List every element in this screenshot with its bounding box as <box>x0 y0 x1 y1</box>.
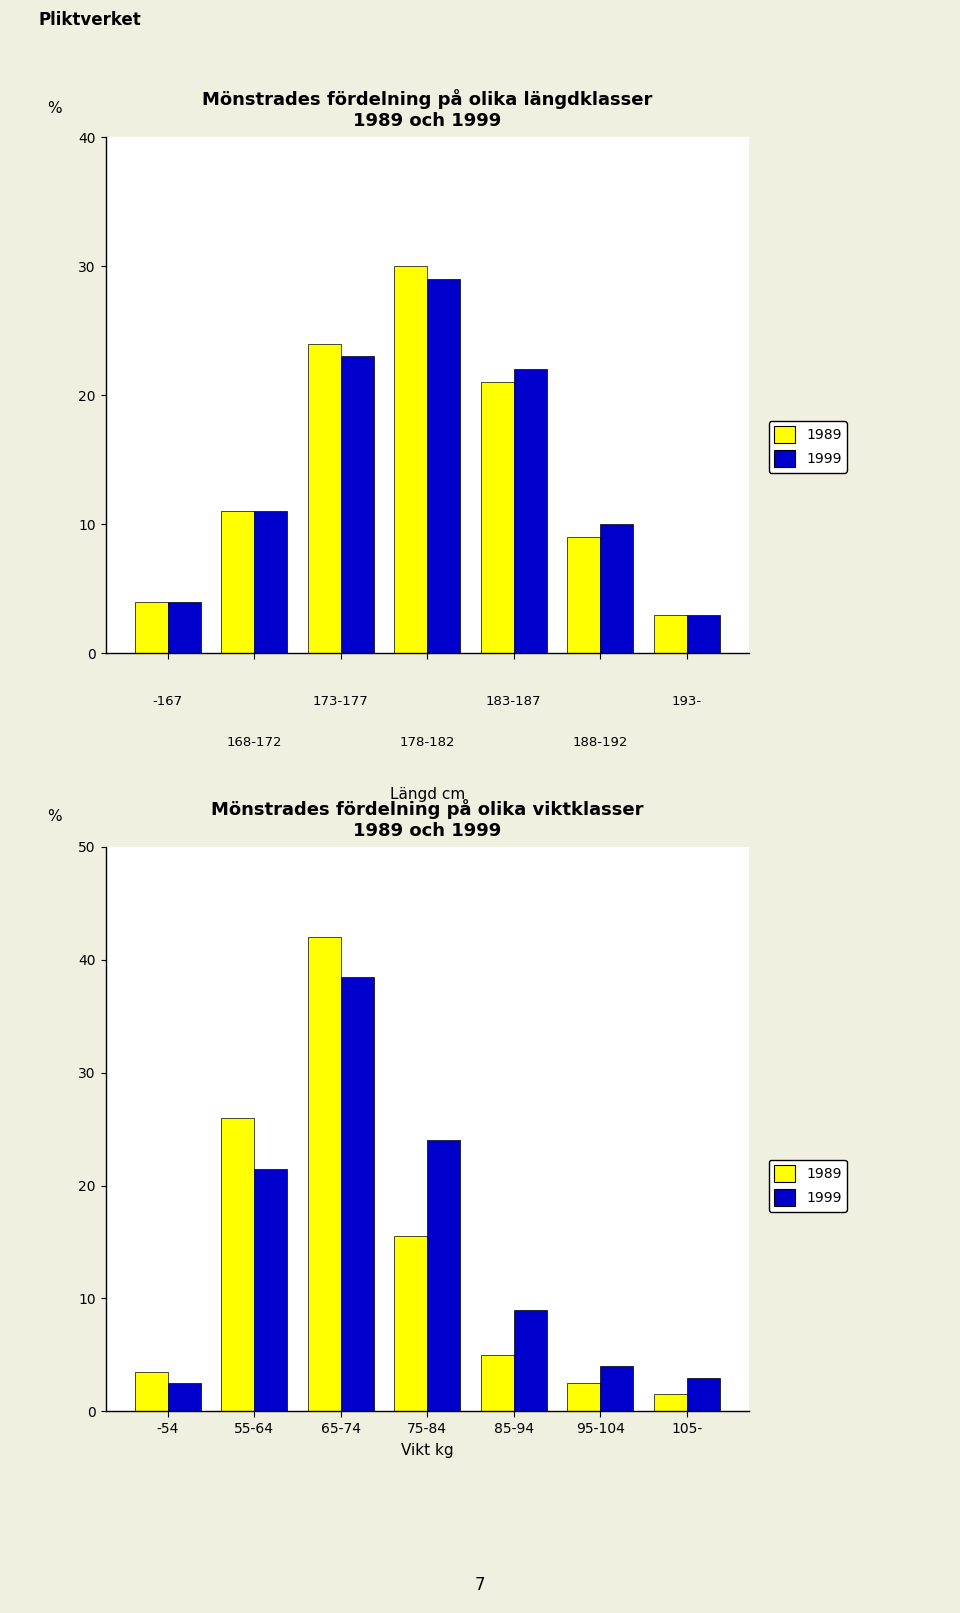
Bar <box>308 937 341 1411</box>
Bar <box>308 344 341 653</box>
Bar <box>254 511 287 653</box>
Bar <box>341 356 373 653</box>
Bar <box>514 369 546 653</box>
Text: 193-: 193- <box>672 695 702 708</box>
Text: %: % <box>47 810 61 824</box>
Bar <box>134 1371 168 1411</box>
Bar <box>686 1378 720 1411</box>
Bar <box>600 1366 633 1411</box>
Bar <box>567 537 600 653</box>
Bar <box>654 1394 686 1411</box>
Text: 178-182: 178-182 <box>399 736 455 748</box>
Text: 188-192: 188-192 <box>572 736 628 748</box>
Bar <box>686 615 720 653</box>
Text: -167: -167 <box>153 695 182 708</box>
Title: Mönstrades fördelning på olika viktklasser
1989 och 1999: Mönstrades fördelning på olika viktklass… <box>211 798 643 840</box>
Title: Mönstrades fördelning på olika längdklasser
1989 och 1999: Mönstrades fördelning på olika längdklas… <box>202 89 653 131</box>
Bar <box>481 382 514 653</box>
Bar <box>134 602 168 653</box>
Bar <box>514 1310 546 1411</box>
Text: 173-177: 173-177 <box>313 695 369 708</box>
Legend: 1989, 1999: 1989, 1999 <box>769 1160 847 1211</box>
Bar <box>600 524 633 653</box>
Bar <box>567 1384 600 1411</box>
Bar <box>341 977 373 1411</box>
Bar <box>222 1118 254 1411</box>
Bar <box>395 266 427 653</box>
Bar <box>427 1140 460 1411</box>
Bar <box>222 511 254 653</box>
Bar <box>168 602 201 653</box>
Text: 183-187: 183-187 <box>486 695 541 708</box>
Bar <box>481 1355 514 1411</box>
Bar <box>395 1236 427 1411</box>
Bar <box>654 615 686 653</box>
Bar <box>254 1168 287 1411</box>
Text: Längd cm: Längd cm <box>390 787 465 802</box>
Text: Pliktverket: Pliktverket <box>38 11 141 29</box>
Legend: 1989, 1999: 1989, 1999 <box>769 421 847 473</box>
Bar <box>427 279 460 653</box>
Bar <box>168 1384 201 1411</box>
Text: %: % <box>47 102 61 116</box>
Text: 168-172: 168-172 <box>227 736 282 748</box>
Text: 7: 7 <box>475 1576 485 1594</box>
X-axis label: Vikt kg: Vikt kg <box>401 1442 453 1458</box>
